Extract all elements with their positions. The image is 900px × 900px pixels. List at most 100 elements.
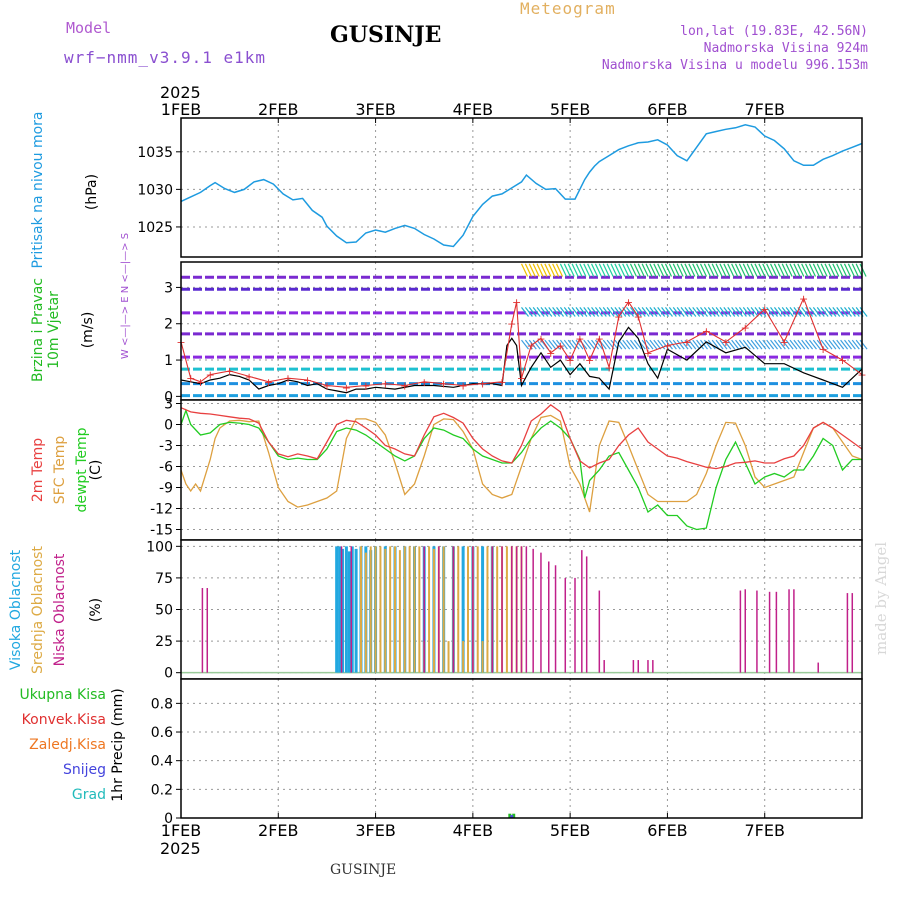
wind-barb-mid — [836, 339, 845, 350]
wind-barb-mid — [727, 339, 736, 350]
wind-gust-marker: + — [604, 361, 613, 374]
wind-barb-mid — [820, 339, 829, 350]
wind-barb-mid — [680, 307, 689, 317]
wind-gust-marker: + — [760, 303, 769, 316]
wind-gust-marker: + — [507, 318, 516, 331]
wind-barb-mid — [594, 307, 603, 317]
temp-dewpt-line — [180, 408, 862, 531]
wind-barb-strong — [614, 263, 622, 277]
wind-gust-marker: + — [361, 379, 370, 392]
wind-barb-mid — [653, 339, 662, 350]
wind-barb-mid — [665, 339, 673, 350]
wind-barb-mid — [528, 307, 537, 317]
pressure-line — [180, 124, 863, 248]
wind-barb-mid — [672, 339, 681, 350]
wind-barb-strong — [742, 263, 750, 277]
wind-barb-strong — [555, 263, 564, 277]
temp-2m-line — [180, 404, 863, 470]
wind-barb-strong — [645, 263, 653, 277]
x-tick-label-bottom: 7FEB — [744, 821, 784, 840]
wind-barb-mid — [773, 307, 782, 317]
cloud-mid-label: Srednja Oblacnost — [30, 546, 46, 674]
precip-ytick-label: 0.4 — [151, 754, 173, 770]
wind-barb-mid — [777, 339, 786, 350]
wind-barb-mid — [688, 307, 697, 317]
wind-barb-strong — [540, 263, 548, 277]
wind-barb-strong — [567, 263, 575, 277]
wind-barb-mid — [521, 307, 529, 317]
wind-barb-strong — [528, 263, 536, 277]
wind-barb-mid — [633, 339, 642, 350]
wind-barb-strong — [789, 263, 797, 277]
wind-compass: W <—|—> E N <—|—> S — [120, 233, 131, 359]
wind-gust-marker: + — [702, 325, 711, 338]
wind-barb-mid — [598, 307, 607, 317]
wind-barb-mid — [731, 307, 740, 317]
wind-barb-mid — [532, 339, 541, 350]
wind-barb-strong — [851, 263, 859, 277]
wind-barb-strong — [657, 263, 665, 277]
wind-gust-marker: + — [566, 354, 575, 367]
wind-gust-marker: + — [741, 321, 750, 334]
wind-barb-mid — [645, 339, 654, 350]
wind-barb-mid — [575, 307, 584, 317]
wind-barb-strong — [633, 263, 641, 277]
wind-barb-strong — [859, 263, 867, 277]
wind-barb-mid — [536, 339, 545, 350]
wind-barb-mid — [828, 307, 837, 317]
x-tick-label-top: 1FEB — [161, 100, 201, 119]
wind-gust-marker: + — [459, 379, 468, 392]
wind-ytick-label: 3 — [164, 280, 173, 296]
temp-ytick-label: 3 — [164, 397, 173, 413]
wind-barb-mid — [735, 339, 744, 350]
cloud-panel: 0 25 50 75 100 — [146, 539, 863, 682]
wind-barb-mid — [703, 307, 712, 317]
temp-ytick-label: -3 — [159, 439, 173, 455]
wind-barb-mid — [567, 339, 576, 350]
wind-barb-strong — [520, 263, 529, 277]
x-tick-label-bottom: 1FEB — [161, 821, 201, 840]
wind-barb-mid — [766, 307, 775, 317]
wind-barb-mid — [781, 307, 790, 317]
wind-barb-mid — [847, 307, 856, 317]
wind-barb-strong — [548, 263, 556, 277]
wind-barb-mid — [711, 339, 720, 350]
wind-barb-mid — [684, 307, 693, 317]
pressure-ytick-label: 1030 — [137, 182, 173, 198]
wind-barb-mid — [540, 307, 549, 317]
wind-barb-strong — [773, 263, 781, 277]
wind-barb-strong — [668, 263, 676, 277]
cloud-unit: (%) — [88, 598, 104, 622]
wind-gust-marker: + — [517, 372, 526, 385]
wind-barb-mid — [544, 339, 553, 350]
wind-barb-mid — [727, 307, 736, 317]
pressure-ytick-label: 1035 — [137, 145, 173, 161]
wind-gust-marker: + — [527, 340, 536, 353]
wind-gust-marker: + — [206, 369, 215, 382]
wind-barb-strong — [824, 263, 832, 277]
precip-ytick-label: 0.8 — [151, 696, 173, 712]
wind-barb-strong — [836, 263, 844, 277]
temperature-panel: -15 -12 -9 -6 -3 0 3 — [150, 397, 863, 541]
wind-gust-marker: + — [225, 365, 234, 378]
wind-barb-mid — [770, 307, 779, 317]
wind-barb-strong — [575, 263, 583, 277]
wind-barb-mid — [692, 339, 701, 350]
wind-barb-mid — [742, 307, 751, 317]
wind-barb-mid — [602, 307, 611, 317]
wind-barb-strong — [843, 263, 852, 277]
wind-speed-line — [180, 326, 863, 394]
wind-barb-mid — [808, 307, 817, 317]
wind-barb-mid — [758, 339, 767, 350]
wind-barb-mid — [700, 307, 708, 317]
wind-barb-strong — [672, 263, 680, 277]
precip-ytick-label: 0.6 — [151, 725, 173, 741]
axis-labels: Pritisak na nivou mora (hPa) Brzina i Prav… — [8, 111, 131, 803]
wind-barb-strong — [532, 263, 540, 277]
wind-barb-mid — [536, 307, 545, 317]
wind-barb-strong — [626, 263, 634, 277]
wind-barb-mid — [746, 307, 755, 317]
wind-gust-marker: + — [244, 370, 253, 383]
wind-barb-strong — [734, 263, 743, 277]
wind-barb-strong — [766, 263, 774, 277]
